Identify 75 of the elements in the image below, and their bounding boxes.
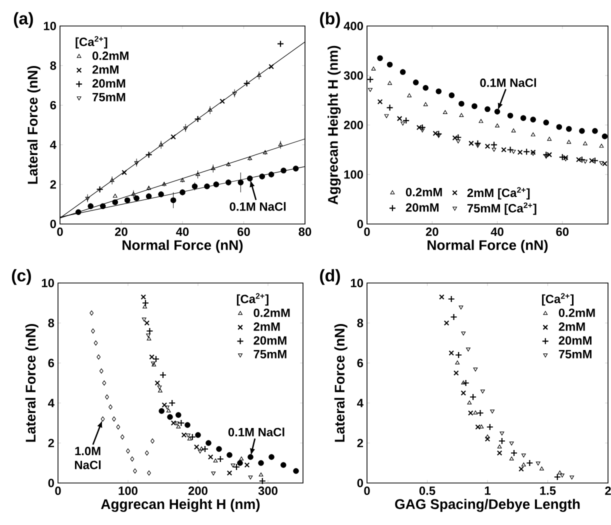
- annotation: 0.1M NaCl: [228, 428, 284, 436]
- x-axis-title: Normal Force (nN): [428, 240, 548, 253]
- annotation: 1.0M NaCl: [74, 446, 101, 470]
- legend-title: [Ca$^{2+}$]: [236, 293, 268, 306]
- legend-label: 20mM: [254, 336, 286, 345]
- y-tick-label: 8: [48, 318, 54, 328]
- x-tick-label: 300: [258, 486, 278, 496]
- legend-label: 2mM: [558, 322, 585, 331]
- x-tick-label: 0.5: [419, 486, 436, 495]
- legend-label: 2mM: [92, 65, 118, 74]
- y-tick-label: 6: [357, 358, 364, 368]
- x-axis-title: Normal Force (nN): [122, 240, 243, 253]
- legend-title: [Ca$^{2+}$]: [542, 293, 574, 306]
- chart-title: (d): [320, 269, 340, 285]
- legend-label: 75mM: [92, 92, 126, 102]
- x-tick-label: 20: [115, 228, 128, 236]
- y-tick-label: 0: [357, 478, 363, 488]
- x-tick-label: 0: [364, 228, 370, 236]
- x-tick-label: 20: [426, 228, 438, 236]
- y-tick-label: 100: [344, 170, 363, 179]
- y-tick-label: 400: [344, 22, 363, 30]
- y-tick-label: 2: [48, 438, 54, 448]
- y-tick-label: 4: [50, 140, 56, 149]
- y-tick-label: 8: [357, 318, 364, 328]
- y-tick-label: 0: [50, 220, 56, 228]
- legend-label: 0.2mM: [92, 52, 128, 60]
- legend-label: 20mM: [406, 203, 439, 212]
- y-tick-label: 6: [50, 100, 56, 110]
- y-tick-label: 4: [48, 398, 54, 408]
- x-tick-label: 60: [556, 228, 569, 236]
- x-tick-label: 80: [298, 228, 312, 236]
- x-tick-label: 2: [605, 486, 611, 495]
- legend-label: 75mM: [558, 350, 592, 358]
- y-axis-title: Lateral Force (nN): [27, 66, 40, 184]
- x-tick-label: 0: [364, 486, 370, 495]
- legend-label: 0.2mM: [254, 308, 290, 318]
- legend-label: 20mM: [92, 79, 126, 88]
- legend-label: 2mM [Ca$^{2+}$]: [467, 187, 530, 200]
- x-axis-title: GAG Spacing/Debye Length: [395, 498, 580, 512]
- y-tick-label: 4: [357, 398, 364, 408]
- y-tick-label: 2: [50, 180, 56, 189]
- y-axis-title: Lateral Force (nN): [334, 324, 348, 442]
- chart-title: (a): [14, 12, 33, 28]
- x-tick-label: 40: [490, 228, 504, 236]
- x-tick-label: 1: [484, 486, 490, 495]
- legend-label: 0.2mM: [558, 308, 595, 318]
- y-tick-label: 0: [48, 478, 54, 488]
- x-tick-label: 200: [188, 486, 208, 495]
- x-tick-label: 100: [118, 486, 138, 495]
- y-tick-label: 0: [357, 220, 363, 228]
- legend-label: 75mM [Ca$^{2+}$]: [467, 202, 536, 215]
- y-tick-label: 8: [50, 61, 56, 70]
- y-tick-label: 10: [42, 278, 54, 288]
- x-axis-title: Aggrecan Height H (nm): [101, 498, 260, 512]
- y-axis-title: Aggrecan Height H (nm): [328, 46, 341, 204]
- legend-label: 20mM: [558, 336, 592, 345]
- annotation: 0.1M NaCl: [480, 78, 536, 88]
- y-axis-title: Lateral Force (nN): [25, 324, 38, 442]
- legend-label: 2mM: [254, 322, 280, 331]
- annotation: 0.1M NaCl: [230, 202, 286, 211]
- x-tick-label: 1.5: [540, 486, 556, 495]
- y-tick-label: 200: [344, 120, 363, 130]
- legend-title: [Ca$^{2+}$]: [76, 36, 108, 49]
- y-tick-label: 10: [350, 278, 363, 288]
- x-tick-label: 60: [238, 228, 250, 236]
- x-tick-label: 0: [57, 228, 63, 236]
- y-tick-label: 300: [344, 71, 363, 80]
- y-tick-label: 10: [44, 22, 56, 30]
- y-tick-label: 2: [357, 438, 364, 448]
- y-tick-label: 6: [48, 358, 54, 368]
- legend-label: 75mM: [254, 350, 286, 358]
- legend-label: 0.2mM: [406, 188, 442, 196]
- x-tick-label: 40: [176, 228, 189, 236]
- chart-title: (c): [12, 269, 31, 285]
- chart-title: (b): [320, 12, 340, 28]
